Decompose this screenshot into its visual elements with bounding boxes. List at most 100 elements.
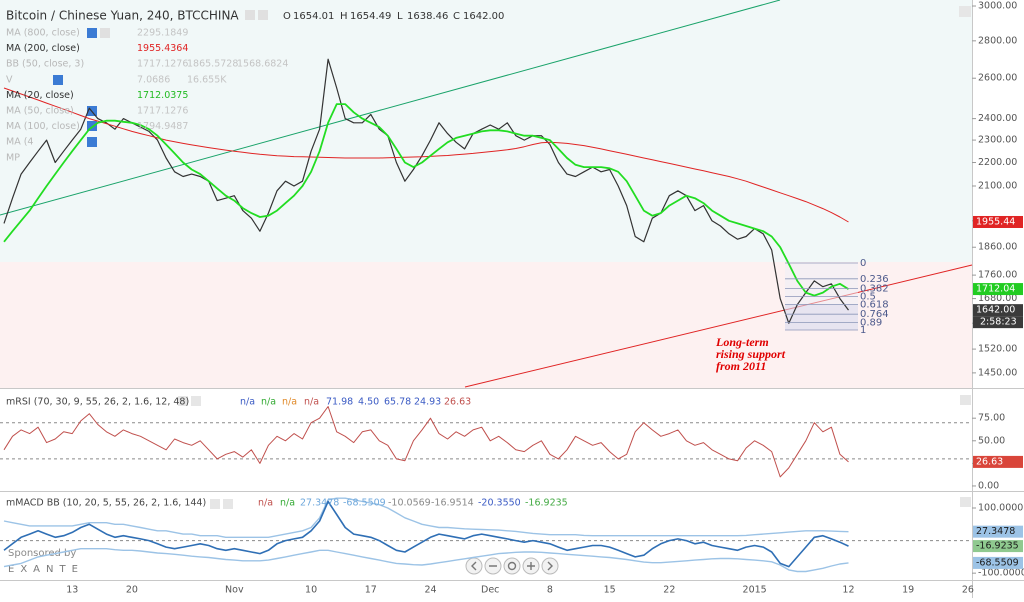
icon[interactable] xyxy=(245,10,255,20)
legend-value: 16.655K xyxy=(187,74,227,85)
legend-name: MP xyxy=(6,152,20,163)
icon[interactable] xyxy=(191,396,201,406)
icon[interactable] xyxy=(960,497,971,507)
indicator-value: 26.63 xyxy=(444,397,471,408)
indicator-value: -16.9235 xyxy=(525,498,568,509)
price-tag-label: 27.3478 xyxy=(976,526,1015,537)
y-tick-label: 2100.00 xyxy=(978,180,1017,191)
fib-label: 0 xyxy=(860,258,866,269)
fib-label: 0.236 xyxy=(860,274,889,285)
fib-zone xyxy=(785,304,858,330)
y-tick-label: 2400.00 xyxy=(978,113,1017,124)
ohlc-value: 1654.49 xyxy=(350,11,391,22)
price-tag xyxy=(973,215,1023,228)
ohlc-key: O xyxy=(283,11,291,22)
legend-value: 7.0686 xyxy=(137,74,170,85)
price-tag xyxy=(973,540,1023,553)
icon[interactable] xyxy=(959,6,971,17)
legend-name: MA (20, close) xyxy=(6,90,74,101)
ohlc-value: 1638.46 xyxy=(407,11,448,22)
icon[interactable] xyxy=(53,75,63,85)
icon[interactable] xyxy=(87,137,97,147)
legend-value: 2295.1849 xyxy=(137,28,188,39)
scroll-right-button[interactable] xyxy=(541,557,559,575)
indicator-value: 4.50 xyxy=(358,397,379,408)
indicator-value: 27.3478 xyxy=(300,498,339,509)
series-line xyxy=(3,406,849,478)
legend-value: 1865.5728 xyxy=(187,59,238,70)
sponsor-brand[interactable]: EXANTE xyxy=(8,564,84,575)
legend-name: MA (50, close) xyxy=(6,106,74,117)
support-line[interactable] xyxy=(464,264,973,388)
y-tick-label: -100.0000 xyxy=(978,568,1024,579)
price-tag-label: -16.9235 xyxy=(976,541,1019,552)
ohlc-value: 1642.00 xyxy=(463,11,504,22)
legend-value: 1717.1276 xyxy=(137,59,188,70)
legend-name: MA (200, close) xyxy=(6,43,80,54)
x-tick-label: 12 xyxy=(842,585,854,596)
ohlc-key: L xyxy=(397,11,403,22)
y-tick-label: 1520.00 xyxy=(978,344,1017,355)
fib-label: 1 xyxy=(860,325,866,336)
legend-name: V xyxy=(6,74,13,85)
icon[interactable] xyxy=(210,499,220,509)
icon[interactable] xyxy=(960,395,971,405)
icon[interactable] xyxy=(223,499,233,509)
indicator-value: 71.98 xyxy=(326,397,353,408)
series-line xyxy=(3,548,849,573)
legend-value: 1955.4364 xyxy=(137,43,188,54)
indicator-value: n/a xyxy=(240,397,255,408)
indicator-value: -68.5509 xyxy=(343,498,386,509)
scroll-left-button[interactable] xyxy=(465,557,483,575)
y-tick-label: 1680.00 xyxy=(978,293,1017,304)
series-line xyxy=(3,58,849,324)
x-tick-label: 13 xyxy=(66,585,78,596)
legend-value: 1717.1276 xyxy=(137,106,188,117)
price-tag xyxy=(973,304,1023,317)
icon[interactable] xyxy=(87,28,97,38)
x-tick-label: 17 xyxy=(365,585,377,596)
icon[interactable] xyxy=(258,10,268,20)
legend-value: 1794.9487 xyxy=(137,121,188,132)
indicator-value: -10.0569 xyxy=(388,498,431,509)
x-tick-label: 8 xyxy=(547,585,553,596)
price-tag-label: 1712.04 xyxy=(976,284,1015,295)
price-tag-label: 1642.00 xyxy=(976,305,1015,316)
y-tick-label: 100.0000 xyxy=(978,502,1023,513)
x-tick-label: 10 xyxy=(305,585,317,596)
x-tick-label: 24 xyxy=(424,585,436,596)
button-glyphs xyxy=(471,561,553,571)
icon[interactable] xyxy=(100,28,110,38)
series-line xyxy=(3,500,849,568)
button-glyph xyxy=(507,561,517,571)
indicator-value: n/a xyxy=(280,498,295,509)
indicator-value: n/a xyxy=(282,397,297,408)
fib-label: 0.618 xyxy=(860,299,889,310)
y-tick-label: 50.00 xyxy=(978,435,1005,446)
legend-name: MA (800, close) xyxy=(6,28,80,39)
price-tag-label: -68.5509 xyxy=(976,557,1019,568)
price-tag xyxy=(973,283,1023,296)
ohlc-key: C xyxy=(453,11,460,22)
legend-value: 1712.0375 xyxy=(137,90,188,101)
reset-button[interactable] xyxy=(503,557,521,575)
y-tick-label: 1450.00 xyxy=(978,367,1017,378)
y-tick-label: 0.00 xyxy=(978,480,999,491)
price-tag-label: 1955.44 xyxy=(976,216,1015,227)
x-tick-label: Nov xyxy=(225,585,244,596)
trend-line[interactable] xyxy=(0,0,781,216)
icon[interactable] xyxy=(178,396,188,406)
x-tick-label: 2015 xyxy=(743,585,767,596)
countdown: 2:58:23 xyxy=(980,317,1017,328)
y-tick-label: 2200.00 xyxy=(978,157,1017,168)
x-tick-label: 22 xyxy=(663,585,675,596)
x-tick-label: 15 xyxy=(604,585,616,596)
icon[interactable] xyxy=(87,121,97,131)
indicator-value: 65.78 xyxy=(384,397,411,408)
price-tag xyxy=(973,556,1023,569)
indicator-value: n/a xyxy=(258,498,273,509)
annotation: Long-term xyxy=(715,335,769,349)
legend-name: MA (100, close) xyxy=(6,121,80,132)
series-line xyxy=(3,87,849,223)
